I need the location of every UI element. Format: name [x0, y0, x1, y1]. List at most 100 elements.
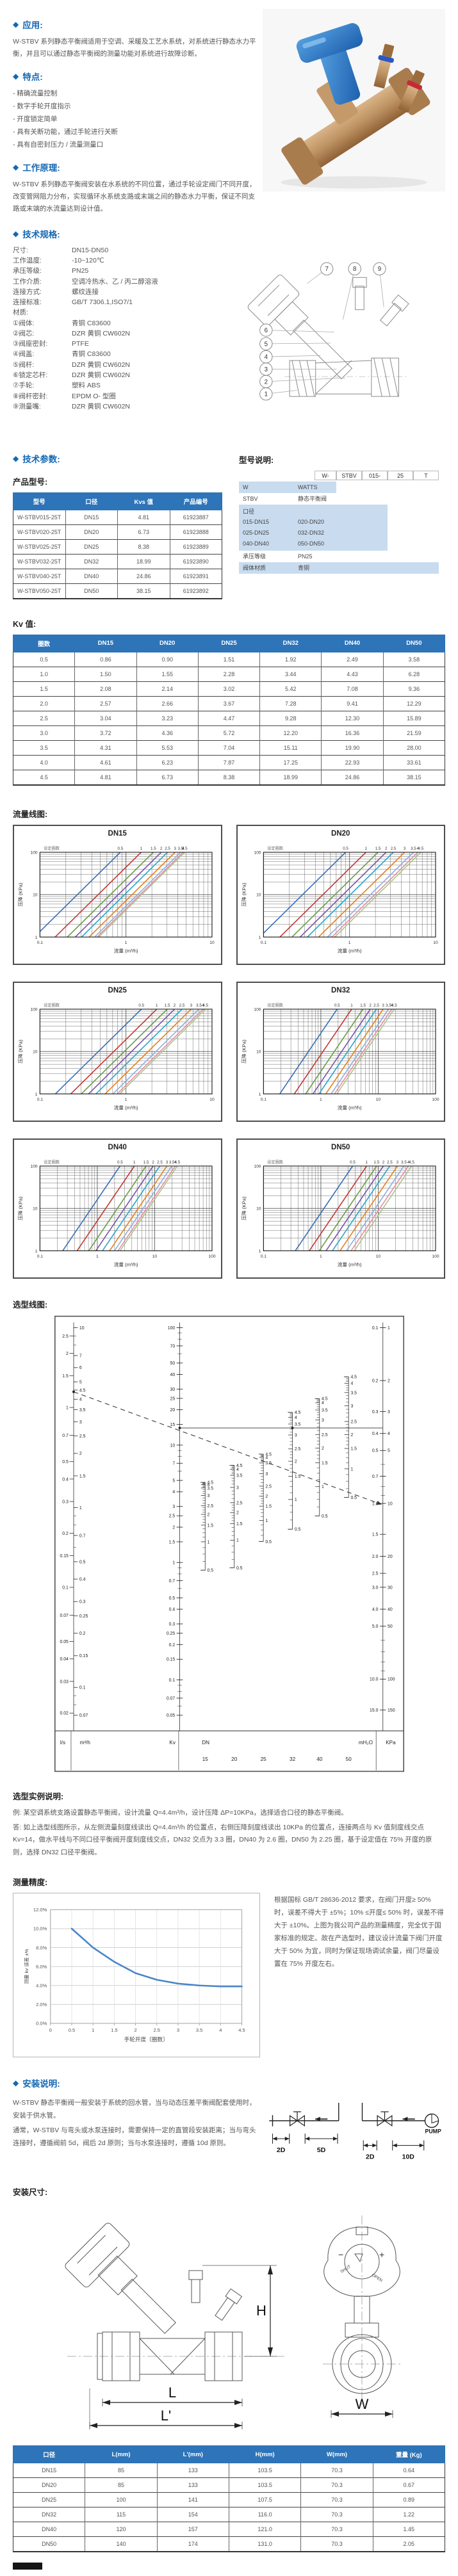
svg-text:3.5: 3.5	[401, 1160, 407, 1165]
table-header-row: 型号 口径 Kvs 值产品编号	[13, 492, 222, 510]
svg-text:1: 1	[35, 1092, 38, 1097]
svg-text:4: 4	[388, 1432, 390, 1436]
svg-text:手轮开度〔圈数〕: 手轮开度〔圈数〕	[124, 2036, 168, 2043]
svg-text:2.5: 2.5	[373, 1003, 379, 1008]
svg-text:2.5: 2.5	[387, 1160, 393, 1165]
svg-text:0.2: 0.2	[62, 1531, 69, 1535]
svg-text:1: 1	[140, 847, 143, 851]
svg-text:3: 3	[396, 1160, 398, 1165]
svg-text:2: 2	[265, 378, 268, 385]
svg-text:1.5: 1.5	[294, 1475, 300, 1479]
svg-text:0.1: 0.1	[37, 1098, 44, 1102]
svg-text:0.15: 0.15	[79, 1654, 88, 1658]
spec-row: ④阀盖: 青铜 C83600	[13, 350, 111, 359]
svg-text:1.5: 1.5	[373, 1160, 379, 1165]
svg-text:0.07: 0.07	[166, 1696, 175, 1701]
piping-diagram: 2D 5D PUMP 2D 10D	[269, 2103, 441, 2161]
svg-text:4: 4	[182, 847, 184, 851]
svg-text:流量 (m³/h): 流量 (m³/h)	[114, 947, 138, 953]
model-code-token: W-	[315, 470, 336, 480]
svg-text:0.25: 0.25	[79, 1614, 88, 1619]
svg-text:4.5: 4.5	[175, 1160, 181, 1165]
svg-text:2.5: 2.5	[390, 847, 396, 851]
svg-text:0.5: 0.5	[168, 1596, 175, 1600]
accuracy-chart: 0.0% 2.0% 4.0% 6.0% 8.0% 10.0% 12.0% 0 0.5 1 1.5 2 2…	[23, 1907, 245, 2043]
svg-text:2: 2	[172, 1525, 175, 1530]
svg-text:2: 2	[79, 1452, 81, 1456]
svg-text:压降 (KPa): 压降 (KPa)	[240, 1039, 247, 1063]
svg-text:1: 1	[365, 1160, 368, 1165]
svg-text:2: 2	[152, 1160, 154, 1165]
svg-text:100: 100	[388, 1677, 395, 1681]
selection-example-title: 选型实例说明:	[13, 1792, 64, 1801]
svg-text:30: 30	[170, 1387, 175, 1391]
table-row: W-STBV050-25T DN50 38.15 61923892	[13, 583, 222, 599]
svg-text:5D: 5D	[317, 2146, 326, 2154]
feature-item: 具有关断功能，通过手轮进行关断	[13, 126, 256, 139]
flow-charts-grid: DN15 0.5 1 1.5 2 2.5 3 3.5 4 4.5 设定圈数 100 10 1 0.1 1 10 流…	[13, 824, 445, 1279]
svg-text:25: 25	[170, 1397, 175, 1401]
svg-text:4: 4	[207, 1483, 209, 1487]
svg-text:0.5: 0.5	[372, 1448, 378, 1453]
svg-text:1: 1	[79, 1505, 81, 1510]
svg-text:0.4: 0.4	[168, 1607, 175, 1612]
svg-text:4: 4	[79, 1397, 81, 1402]
svg-text:4: 4	[390, 1003, 393, 1008]
svg-text:2: 2	[322, 1446, 324, 1451]
svg-text:测量 kv 误差 ±%: 测量 kv 误差 ±%	[23, 1949, 29, 1984]
svg-text:5: 5	[172, 1478, 175, 1483]
svg-text:8: 8	[353, 266, 356, 273]
svg-text:2.5: 2.5	[265, 1484, 272, 1489]
nomograph-title: 选型线图:	[13, 1300, 48, 1309]
svg-text:L: L	[168, 2385, 176, 2401]
svg-text:3.0: 3.0	[372, 1585, 378, 1590]
svg-text:1.5: 1.5	[265, 1504, 272, 1509]
svg-text:1: 1	[35, 1249, 38, 1253]
spec-row: 承压等级: PN25	[13, 267, 89, 275]
svg-text:2: 2	[294, 1459, 297, 1464]
svg-text:15: 15	[170, 1423, 175, 1427]
svg-text:3: 3	[294, 1433, 297, 1438]
spec-row: ②阀芯: DZR 黄铜 CW602N	[13, 329, 131, 337]
table-row: DN50 140 174 131.0 70.3 2.05	[12, 2536, 446, 2552]
model-code-token: STBV	[336, 470, 362, 480]
model-code-block: 口径 015-DN15 020-DN20 025-DN25 032-DN32 040-DN…	[239, 504, 388, 551]
model-code-bar: 阀体材质 青铜	[239, 562, 439, 574]
svg-text:4: 4	[236, 1468, 238, 1472]
principle-body: W-STBV 系列静态平衡阀安装在水系统的不同位置，通过手轮设定阀门不同开度，改…	[13, 180, 256, 213]
svg-text:0.05: 0.05	[60, 1640, 69, 1644]
svg-text:0.5: 0.5	[350, 1496, 357, 1500]
spec-row: ⑦手轮: 塑料 ABS	[13, 382, 101, 390]
svg-text:3.5: 3.5	[169, 1160, 175, 1165]
svg-text:3: 3	[177, 2027, 179, 2033]
svg-text:10: 10	[209, 941, 215, 945]
svg-text:0.0%: 0.0%	[36, 2021, 47, 2027]
svg-text:3.5: 3.5	[350, 1391, 357, 1395]
svg-text:20: 20	[388, 1555, 393, 1559]
svg-text:0.3: 0.3	[372, 1409, 378, 1414]
svg-text:OPEN: OPEN	[371, 2273, 384, 2283]
svg-text:10.0: 10.0	[370, 1677, 379, 1681]
table-row: W-STBV040-25T DN40 24.86 61923891	[13, 568, 222, 584]
svg-text:4.5: 4.5	[207, 1480, 213, 1485]
svg-text:流量 (m³/h): 流量 (m³/h)	[337, 1104, 361, 1110]
svg-text:3: 3	[350, 1404, 353, 1409]
flow-chart-DN25: DN25 0.5 1 1.5 2 2.5 3 3.5 4 4.5 设定圈数 100 10 1 0.1 1 10 流…	[13, 981, 222, 1122]
svg-text:2: 2	[66, 1352, 69, 1356]
section-title-principle: ◆ 工作原理:	[13, 162, 60, 173]
svg-text:3.5: 3.5	[411, 847, 416, 851]
svg-text:1: 1	[350, 1467, 353, 1471]
table-row: 2.5 3.04 3.23 4.47 9.28 12.30 15.89	[12, 710, 446, 726]
svg-text:3.5: 3.5	[196, 2027, 203, 2033]
table-row: 1.0 1.50 1.55 2.28 3.44 4.43 6.28	[12, 666, 446, 682]
svg-text:0.1: 0.1	[79, 1685, 85, 1690]
dimensions-title: 安装尺寸:	[13, 2188, 48, 2198]
table-row: 3.5 4.31 5.53 7.04 15.11 19.90 28.00	[12, 740, 446, 756]
svg-text:4.5: 4.5	[350, 1375, 357, 1379]
svg-text:4.5: 4.5	[238, 2027, 245, 2033]
table-header-row: 圈数 DN15 DN20 DN25 DN32 DN40 DN50	[12, 634, 446, 652]
svg-text:4: 4	[265, 1455, 268, 1460]
svg-text:3.5: 3.5	[196, 1003, 202, 1008]
svg-text:3: 3	[265, 366, 268, 373]
svg-text:3: 3	[172, 1505, 175, 1509]
